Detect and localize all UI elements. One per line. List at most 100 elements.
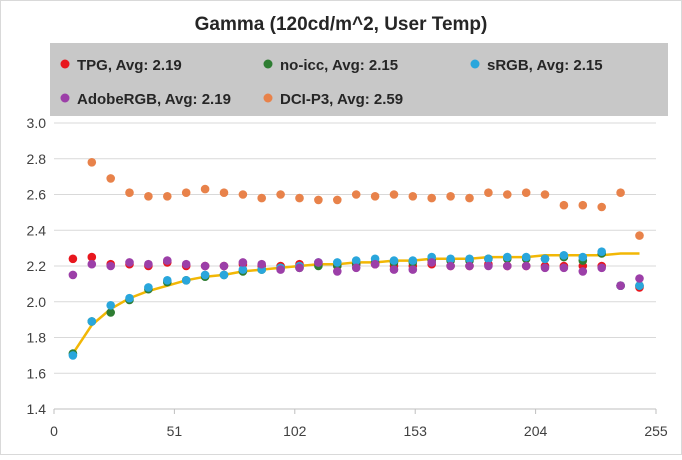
point-dci-p3 xyxy=(465,193,474,203)
x-tick-label: 255 xyxy=(644,423,668,439)
legend-label-adobergb: AdobeRGB, Avg: 2.19 xyxy=(77,91,231,108)
point-adobergb xyxy=(370,259,380,269)
point-adobergb xyxy=(238,258,248,267)
point-dci-p3 xyxy=(408,192,418,201)
point-srgb xyxy=(446,254,455,264)
point-adobergb xyxy=(200,261,210,271)
y-tick-label: 2.6 xyxy=(27,187,47,203)
point-dci-p3 xyxy=(181,188,191,197)
point-adobergb xyxy=(219,261,229,271)
legend-label-dci-p3: DCI-P3, Avg: 2.59 xyxy=(280,91,403,108)
point-dci-p3 xyxy=(521,188,531,197)
point-srgb xyxy=(484,254,493,264)
point-dci-p3 xyxy=(578,200,588,210)
legend-label-srgb: sRGB, Avg: 2.15 xyxy=(487,57,603,74)
x-tick-label: 153 xyxy=(404,423,428,439)
legend-marker-adobergb xyxy=(60,93,70,103)
point-dci-p3 xyxy=(559,200,569,210)
point-adobergb xyxy=(484,261,493,271)
point-dci-p3 xyxy=(125,188,134,197)
point-dci-p3 xyxy=(597,202,606,212)
point-srgb xyxy=(389,256,399,265)
legend-label-no-icc: no-icc, Avg: 2.15 xyxy=(280,57,398,74)
point-adobergb xyxy=(276,265,285,274)
point-no-icc xyxy=(106,308,115,317)
y-tick-label: 2.2 xyxy=(27,258,47,274)
legend-box xyxy=(50,43,668,116)
point-dci-p3 xyxy=(503,190,512,199)
point-srgb xyxy=(597,247,606,256)
y-tick-label: 1.4 xyxy=(27,401,47,417)
point-dci-p3 xyxy=(295,193,304,203)
point-dci-p3 xyxy=(446,192,455,201)
point-tpg xyxy=(87,252,97,262)
point-adobergb xyxy=(465,261,474,271)
y-tick-label: 3.0 xyxy=(27,115,47,131)
point-adobergb xyxy=(87,259,97,269)
point-srgb xyxy=(559,251,569,260)
legend-marker-no-icc xyxy=(263,59,273,69)
point-dci-p3 xyxy=(333,195,342,205)
point-dci-p3 xyxy=(370,192,380,201)
x-tick-label: 51 xyxy=(167,423,183,439)
point-dci-p3 xyxy=(616,188,625,197)
point-adobergb xyxy=(144,259,153,269)
point-srgb xyxy=(125,293,134,303)
y-tick-label: 1.6 xyxy=(27,365,47,381)
x-tick-label: 204 xyxy=(524,423,548,439)
point-srgb xyxy=(503,252,512,262)
point-dci-p3 xyxy=(351,190,361,199)
data-points xyxy=(68,158,644,360)
point-adobergb xyxy=(408,265,418,274)
point-dci-p3 xyxy=(106,174,115,183)
point-adobergb xyxy=(257,259,267,269)
point-dci-p3 xyxy=(427,193,437,203)
point-srgb xyxy=(351,256,361,265)
point-dci-p3 xyxy=(257,193,267,203)
legend-label-tpg: TPG, Avg: 2.19 xyxy=(77,57,182,74)
point-srgb xyxy=(219,270,229,280)
point-srgb xyxy=(163,276,172,285)
point-srgb xyxy=(87,317,97,326)
point-adobergb xyxy=(295,263,304,273)
point-dci-p3 xyxy=(389,190,399,199)
y-tick-label: 2.4 xyxy=(27,222,47,238)
y-tick-label: 1.8 xyxy=(27,330,47,346)
legend-marker-tpg xyxy=(60,59,70,69)
point-adobergb xyxy=(503,261,512,271)
point-srgb xyxy=(408,256,418,265)
point-dci-p3 xyxy=(635,231,644,240)
point-adobergb xyxy=(635,274,644,283)
point-adobergb xyxy=(163,256,172,265)
legend-marker-dci-p3 xyxy=(263,93,273,103)
point-adobergb xyxy=(389,265,399,274)
legend: TPG, Avg: 2.19 no-icc, Avg: 2.15 sRGB, Avg… xyxy=(60,57,603,108)
point-adobergb xyxy=(427,258,437,267)
y-tick-label: 2.8 xyxy=(27,151,47,167)
point-srgb xyxy=(578,252,588,262)
y-tick-label: 2.0 xyxy=(27,294,47,310)
point-dci-p3 xyxy=(238,190,248,199)
point-adobergb xyxy=(616,281,625,291)
point-srgb xyxy=(144,283,153,292)
point-srgb xyxy=(521,252,531,262)
point-adobergb xyxy=(68,270,78,280)
point-dci-p3 xyxy=(484,188,493,197)
point-srgb xyxy=(238,265,248,274)
point-adobergb xyxy=(333,267,342,276)
point-dci-p3 xyxy=(314,195,323,205)
x-tick-label: 102 xyxy=(283,423,307,439)
point-srgb xyxy=(106,301,115,310)
point-dci-p3 xyxy=(200,184,210,194)
point-adobergb xyxy=(578,267,588,276)
point-adobergb xyxy=(314,258,323,267)
point-srgb xyxy=(181,276,191,285)
point-srgb xyxy=(635,281,644,291)
point-dci-p3 xyxy=(163,192,172,201)
x-tick-label: 0 xyxy=(50,423,58,439)
point-srgb xyxy=(465,254,474,264)
point-adobergb xyxy=(351,263,361,273)
point-dci-p3 xyxy=(276,190,285,199)
